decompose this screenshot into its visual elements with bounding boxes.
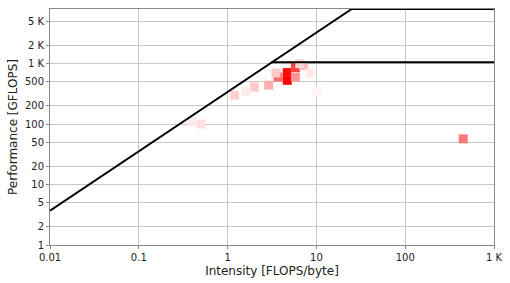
svg-text:50: 50: [31, 137, 44, 148]
svg-text:20: 20: [31, 161, 44, 172]
svg-text:10: 10: [31, 179, 44, 190]
svg-text:0.01: 0.01: [39, 252, 61, 263]
svg-text:10: 10: [310, 252, 323, 263]
svg-text:100: 100: [25, 119, 44, 130]
svg-text:100: 100: [396, 252, 415, 263]
svg-text:1 K: 1 K: [28, 58, 45, 69]
svg-text:500: 500: [25, 76, 44, 87]
svg-text:5: 5: [38, 197, 44, 208]
svg-text:1: 1: [38, 240, 44, 251]
svg-text:Performance [GFLOPS]: Performance [GFLOPS]: [6, 59, 20, 195]
svg-text:2: 2: [38, 221, 44, 232]
svg-text:1 K: 1 K: [486, 252, 503, 263]
svg-text:200: 200: [25, 100, 44, 111]
svg-text:5 K: 5 K: [28, 16, 45, 27]
svg-text:1: 1: [224, 252, 230, 263]
svg-text:2 K: 2 K: [28, 40, 45, 51]
svg-text:Intensity [FLOPS/byte]: Intensity [FLOPS/byte]: [205, 264, 339, 278]
svg-text:0.1: 0.1: [131, 252, 147, 263]
